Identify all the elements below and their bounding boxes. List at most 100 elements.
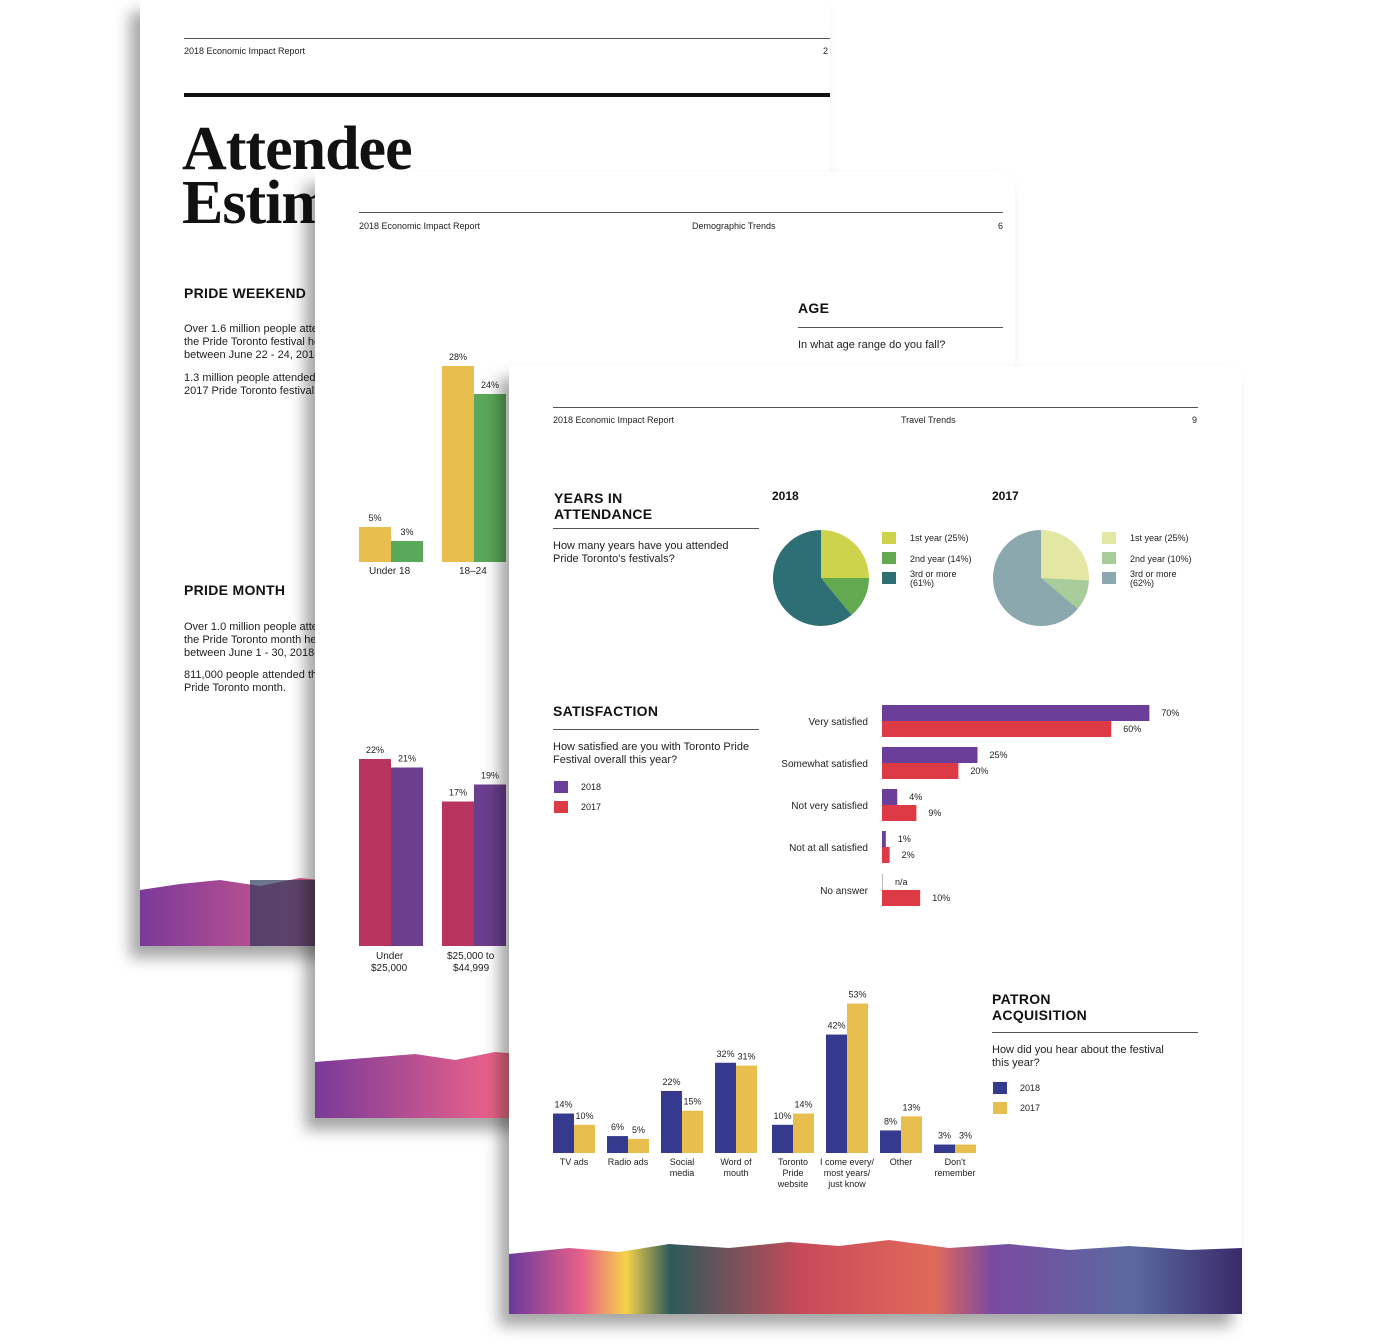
patron-bar [607, 1136, 628, 1153]
patron-bar-label: 10% [773, 1111, 791, 1121]
pie-2018-legend-swatch [882, 552, 896, 564]
patron-bar-label: 31% [737, 1052, 755, 1062]
patron-bar [934, 1144, 955, 1153]
income-bar [442, 801, 474, 946]
patron-bar [826, 1034, 847, 1153]
patron-heading-l1: PATRON [992, 991, 1051, 1007]
satisfaction-bar [882, 805, 917, 821]
age-cat-label: Under 18 [369, 566, 411, 577]
patron-bar-label: 15% [683, 1097, 701, 1107]
satisfaction-question-l1: How satisfied are you with Toronto Pride [553, 741, 750, 753]
pie-2017-legend-swatch [1102, 552, 1116, 564]
income-bar-label: 21% [398, 754, 416, 764]
month-paragraph-1: Over 1.0 million people attended the Pri… [184, 621, 343, 659]
satisfaction-bar [882, 763, 959, 779]
patron-bar [880, 1130, 901, 1153]
patron-category-label: Pride [782, 1168, 803, 1178]
patron-category-label: mouth [723, 1168, 748, 1178]
years-rule [553, 528, 759, 529]
pie-2017-title: 2017 [992, 489, 1019, 503]
page-title-line1: Attendee [182, 115, 413, 183]
pie-2018-legend-label: 1st year (25%) [910, 533, 969, 543]
pie-2018-legend-label: (61%) [910, 578, 935, 588]
years-question-l2: Pride Toronto's festivals? [553, 553, 675, 565]
page-header: 2018 Economic Impact Report [359, 221, 481, 231]
patron-legend-label-2018: 2018 [1020, 1083, 1041, 1093]
pie-slice [821, 530, 869, 578]
pie-slice [821, 578, 869, 615]
patron-category-label: Other [890, 1157, 913, 1167]
satisfaction-category-label: No answer [820, 886, 868, 897]
age-bar [442, 366, 474, 562]
title-rule [184, 93, 830, 97]
pie-2018-legend-label: 2nd year (14%) [910, 554, 972, 564]
patron-bar [661, 1090, 682, 1153]
satisfaction-bar [882, 747, 978, 763]
patron-bar-label: 8% [884, 1116, 897, 1126]
satisfaction-bar-label: 70% [1161, 708, 1179, 718]
patron-category-label: Don't [945, 1157, 966, 1167]
header-rule [359, 212, 1003, 213]
patron-bar [901, 1116, 922, 1153]
satisfaction-rule [553, 729, 759, 730]
pie-chart-2018 [773, 530, 869, 626]
satisfaction-bar-label: 20% [970, 766, 988, 776]
satisfaction-question-l2: Festival overall this year? [553, 754, 678, 766]
patron-category-label: TV ads [560, 1157, 589, 1167]
page-header: 2018 Economic Impact Report [184, 46, 306, 56]
income-cat-label: $25,000 [371, 963, 408, 974]
section-name: Demographic Trends [692, 221, 776, 231]
income-cat-label: $44,999 [453, 963, 490, 974]
satisfaction-bar-label: 9% [928, 808, 941, 818]
header-rule [184, 38, 830, 39]
age-bar-label: 24% [481, 380, 499, 390]
satisfaction-bar-label: n/a [895, 877, 908, 887]
pie-slice [1041, 530, 1089, 581]
patron-bar [553, 1113, 574, 1153]
patron-bar [715, 1062, 736, 1153]
satisfaction-bar [882, 874, 883, 890]
patron-bar-label: 13% [902, 1102, 920, 1112]
month-paragraph-2: 811,000 people attended the 2017 Pride T… [184, 669, 351, 694]
pie-slice [1041, 578, 1089, 609]
satisfaction-heading: SATISFACTION [553, 703, 659, 719]
decorative-footer-art [509, 1240, 1242, 1314]
income-cat-label: $25,000 to [447, 951, 495, 962]
satisfaction-category-label: Not very satisfied [791, 801, 868, 812]
page-number: 2 [823, 46, 829, 56]
satisfaction-bar-label: 60% [1123, 724, 1141, 734]
page-header: 2018 Economic Impact Report [553, 415, 675, 425]
patron-rule [992, 1032, 1198, 1033]
pie-slice [993, 530, 1078, 626]
weekend-paragraph-2: 1.3 million people attended the 2017 Pri… [184, 372, 334, 397]
patron-category-label: Radio ads [608, 1157, 649, 1167]
satisfaction-bar-label: 1% [898, 834, 911, 844]
satisfaction-legend-label-2018: 2018 [581, 782, 602, 792]
patron-category-label: most years/ [824, 1168, 871, 1178]
weekend-paragraph-1: Over 1.6 million people attended the Pri… [184, 323, 343, 361]
pie-2018-legend-label: 3rd or more [910, 569, 957, 579]
patron-category-label: Word of [720, 1157, 752, 1167]
patron-bar [772, 1124, 793, 1153]
age-bar [474, 394, 506, 562]
income-cat-label: Under [376, 951, 404, 962]
patron-bar-label: 53% [848, 990, 866, 1000]
patron-bar-label: 6% [611, 1122, 624, 1132]
month-heading: PRIDE MONTH [184, 582, 286, 598]
pie-slice [773, 530, 852, 626]
years-heading-l1: YEARS IN [554, 490, 623, 506]
pie-2017-legend-label: (62%) [1130, 578, 1155, 588]
pie-2018-legend-swatch [882, 572, 896, 584]
satisfaction-bar [882, 789, 898, 805]
pie-2017-legend-label: 2nd year (10%) [1130, 554, 1192, 564]
patron-bar-label: 42% [827, 1021, 845, 1031]
patron-bar [574, 1124, 595, 1153]
age-bar-chart: 5%3%28%24%35%32% [359, 352, 506, 562]
patron-bar-label: 3% [938, 1131, 951, 1141]
patron-category-label: media [670, 1168, 695, 1178]
patron-category-label: Social [670, 1157, 695, 1167]
pie-2017-legend-swatch [1102, 532, 1116, 544]
patron-heading-l2: ACQUISITION [992, 1007, 1088, 1023]
satisfaction-bar-label: 4% [909, 792, 922, 802]
satisfaction-bar-label: 2% [902, 850, 915, 860]
